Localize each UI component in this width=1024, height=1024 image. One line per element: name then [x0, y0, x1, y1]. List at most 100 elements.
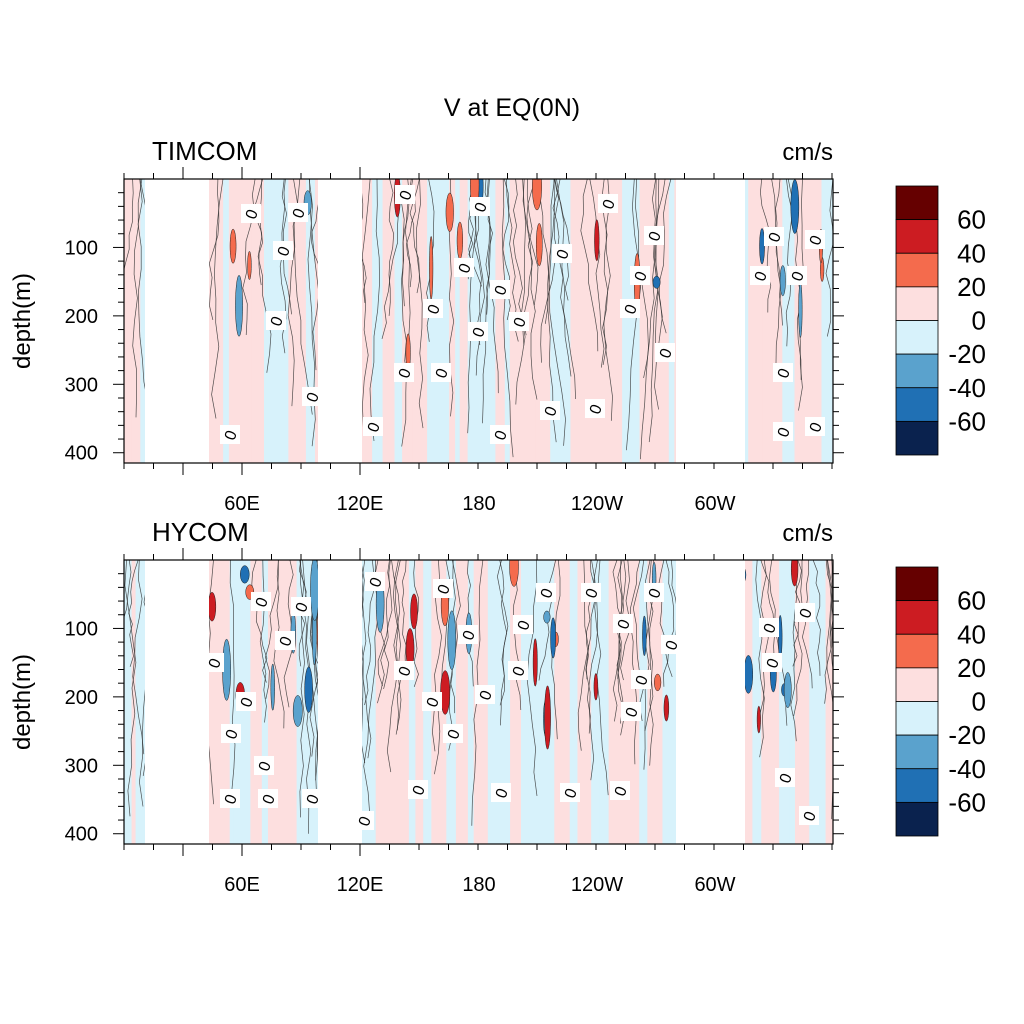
field-band: [639, 179, 657, 463]
field-band: [647, 560, 664, 844]
contour-line: [251, 560, 268, 683]
contour-label: 0: [775, 768, 796, 787]
contour-label: 0: [630, 266, 651, 285]
field-band: [441, 179, 450, 463]
colorbar-box: [895, 768, 939, 803]
contour-core: [304, 666, 313, 713]
field-band: [495, 179, 506, 463]
contour-core: [456, 221, 463, 260]
y-tick-label: 300: [65, 374, 98, 396]
contour-label: 0: [273, 241, 294, 260]
contour-label: 0: [221, 724, 242, 743]
colorbar-label: -40: [948, 373, 986, 403]
contour-core: [798, 281, 803, 338]
field-band: [455, 179, 461, 463]
contour-line: [450, 560, 461, 714]
contour-line: [132, 179, 143, 418]
figure-title: V at EQ(0N): [444, 94, 580, 122]
contour-label: 0: [805, 230, 826, 249]
field-band: [777, 179, 783, 463]
colorbar-box: [895, 667, 939, 702]
contour-line: [522, 179, 538, 400]
colorbar-box: [895, 219, 939, 254]
contour-label: 0: [395, 185, 416, 204]
y-tick-label: 200: [65, 687, 98, 709]
units-label: cm/s: [782, 139, 833, 166]
field-band: [209, 179, 224, 463]
contour-line: [625, 560, 638, 765]
contour-core: [235, 274, 243, 337]
contour-line: [388, 179, 395, 316]
contour-label: 0: [443, 724, 464, 743]
contour-core: [229, 228, 237, 264]
contour-line: [362, 179, 371, 431]
field-band: [305, 179, 316, 463]
contour-line: [556, 179, 576, 400]
contour-line: [124, 560, 137, 817]
field-band: [605, 179, 623, 463]
contour-line: [401, 560, 407, 667]
contour-label: 0: [508, 661, 529, 680]
contour-line: [657, 179, 672, 351]
field-band: [375, 560, 387, 844]
contour-label: 0: [750, 266, 771, 285]
contour-line: [513, 179, 527, 336]
field-band: [825, 560, 833, 844]
contour-line: [132, 560, 145, 755]
contour-label: 0: [394, 363, 415, 382]
contour-label: 0: [354, 811, 375, 830]
y-tick-label: 400: [65, 443, 98, 465]
field-band: [412, 179, 428, 463]
colorbar-label: 20: [957, 272, 986, 302]
contour-label: 0: [773, 363, 794, 382]
contour-line: [548, 179, 566, 446]
contour-label: 0: [536, 583, 557, 602]
contour-label: 0: [552, 244, 573, 263]
contour-core: [779, 265, 786, 297]
field-band: [243, 179, 253, 463]
field-band: [577, 560, 592, 844]
field-band: [131, 179, 141, 463]
field-band: [762, 179, 774, 463]
contour-core: [247, 251, 252, 280]
contour-core: [532, 179, 542, 211]
contour-line: [812, 560, 821, 676]
contour-core: [207, 592, 217, 622]
contour-line: [513, 560, 522, 711]
contour-line: [632, 560, 645, 722]
contour-label: 0: [458, 625, 479, 644]
colorbar-box: [895, 801, 939, 837]
colorbar-label: 0: [972, 687, 986, 717]
land-mask: [676, 179, 745, 463]
contour-line: [497, 560, 509, 726]
colorbar-label: 20: [957, 653, 986, 683]
contour-label: 0: [220, 789, 241, 808]
colorbar-box: [895, 353, 939, 389]
x-tick-label: 180: [462, 493, 495, 515]
contour-line: [617, 560, 627, 724]
field-band: [415, 560, 424, 844]
contour-label: 0: [422, 692, 443, 711]
contour-line: [643, 179, 657, 378]
colorbar-box: [895, 387, 939, 422]
panel-label: HYCOM: [152, 517, 249, 547]
contour-label: 0: [220, 425, 241, 444]
units-label: cm/s: [782, 520, 833, 547]
field-band: [497, 560, 511, 844]
field-band: [570, 179, 587, 463]
field-band: [809, 560, 818, 844]
contour-core: [594, 219, 600, 262]
y-tick-label: 100: [65, 237, 98, 259]
contour-label: 0: [644, 583, 665, 602]
contour-line: [760, 560, 775, 668]
contour-line: [771, 179, 782, 364]
contour-line: [526, 179, 539, 306]
field-band: [668, 179, 675, 463]
colorbar-label: 40: [957, 238, 986, 268]
contour-label: 0: [610, 781, 631, 800]
field-band: [408, 560, 417, 844]
field-band: [394, 179, 403, 463]
contour-label: 0: [490, 425, 511, 444]
field-band: [455, 560, 469, 844]
